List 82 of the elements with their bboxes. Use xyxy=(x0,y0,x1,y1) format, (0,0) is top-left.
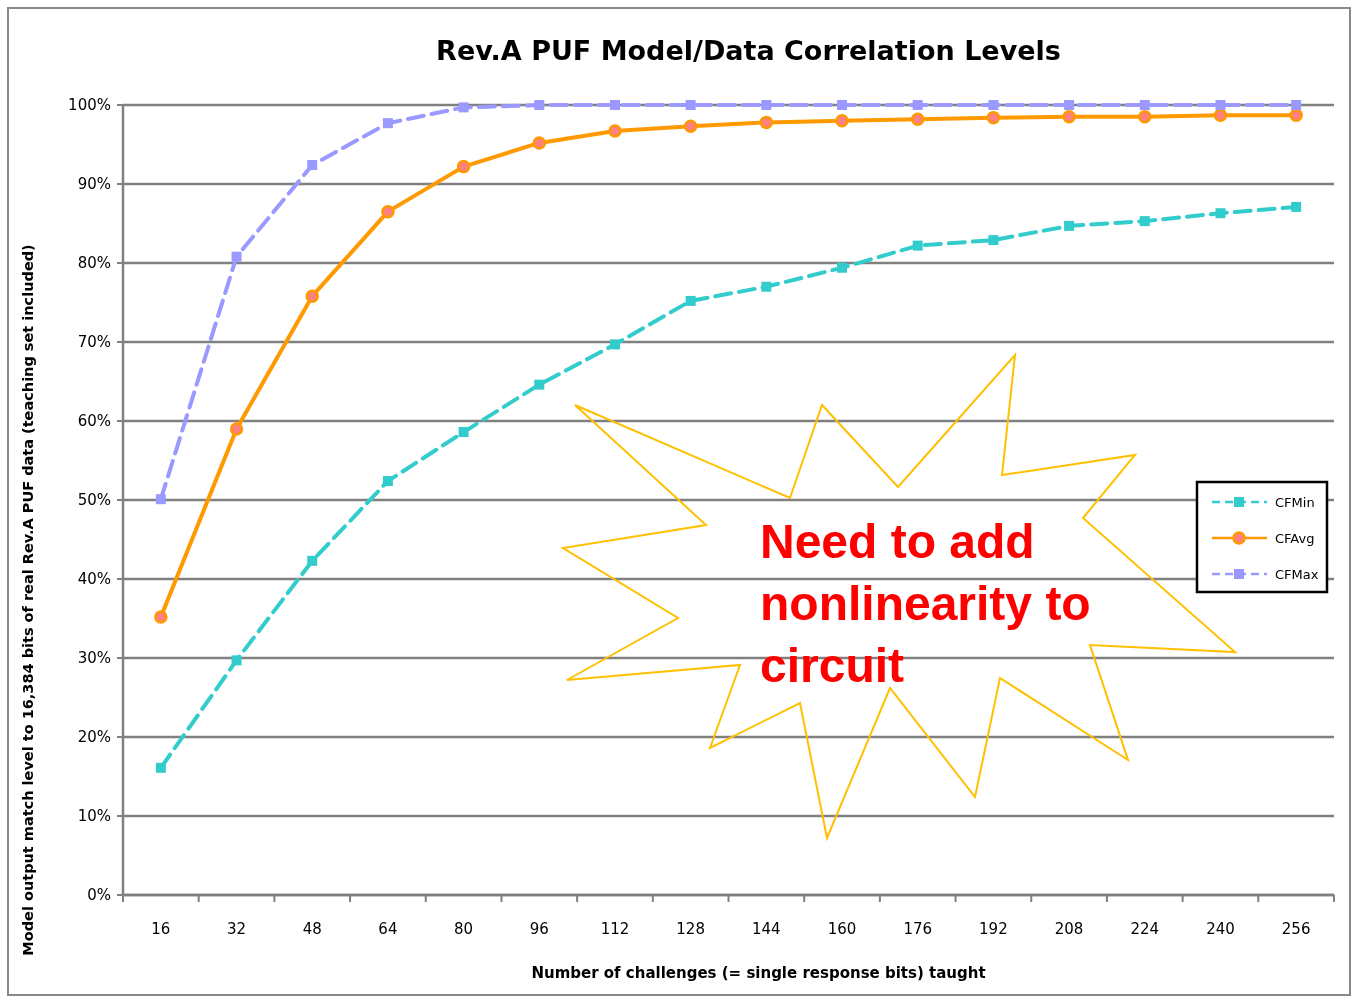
point xyxy=(231,251,242,262)
x-tick-label: 128 xyxy=(676,920,705,938)
point xyxy=(1215,100,1226,110)
y-axis-title: Model output match level to 16,384 bits of real Rev.A PUF data (teaching set included) xyxy=(20,244,36,956)
point xyxy=(1213,108,1228,123)
x-tick-label: 176 xyxy=(903,920,933,938)
point xyxy=(534,100,545,110)
point xyxy=(761,100,772,110)
y-tick-label: 90% xyxy=(77,175,111,194)
point xyxy=(382,476,393,487)
point xyxy=(761,281,772,292)
point xyxy=(685,100,696,110)
point xyxy=(381,204,395,219)
annotation: Need to add nonlinearity to circuit xyxy=(760,515,1091,692)
x-tick-label: 80 xyxy=(454,920,474,938)
x-tick-label: 256 xyxy=(1281,920,1311,938)
y-tick-label: 20% xyxy=(77,728,111,747)
x-tick-label: 16 xyxy=(151,920,171,938)
point xyxy=(912,240,923,251)
point xyxy=(456,159,471,174)
x-tick-label: 96 xyxy=(529,920,549,938)
point xyxy=(231,655,242,666)
point xyxy=(458,427,469,438)
point xyxy=(532,136,547,150)
y-tick-label: 10% xyxy=(77,807,111,826)
x-tick-label: 160 xyxy=(827,920,857,938)
point xyxy=(1064,100,1075,110)
point xyxy=(155,494,166,505)
x-tick-label: 240 xyxy=(1206,920,1235,938)
point xyxy=(910,112,925,126)
point xyxy=(683,119,698,134)
x-tick-label: 192 xyxy=(979,920,1008,938)
y-tick-label: 80% xyxy=(77,254,111,273)
x-tick-label: 48 xyxy=(302,920,322,938)
y-tick-label: 60% xyxy=(77,412,111,431)
x-tick-label: 32 xyxy=(226,920,247,938)
point xyxy=(986,110,1001,125)
x-axis-title: Number of challenges (= single response bits) taught xyxy=(531,964,986,982)
point xyxy=(154,610,168,624)
point xyxy=(1289,108,1303,123)
x-tick-label: 144 xyxy=(752,920,781,938)
point xyxy=(382,118,393,129)
x-tick-label: 64 xyxy=(378,920,398,938)
point xyxy=(307,160,318,171)
point xyxy=(534,379,545,390)
point xyxy=(1139,100,1150,110)
y-tick-label: 30% xyxy=(77,649,111,668)
point xyxy=(835,114,849,128)
point xyxy=(609,339,620,350)
point xyxy=(1064,220,1075,231)
point xyxy=(1062,110,1076,124)
point xyxy=(608,124,622,138)
point xyxy=(685,295,696,306)
point xyxy=(458,102,469,113)
y-tick-label: 0% xyxy=(87,886,111,905)
point xyxy=(307,555,318,566)
x-tick-label: 224 xyxy=(1130,920,1160,938)
point xyxy=(988,100,999,110)
point xyxy=(609,100,620,110)
point xyxy=(1215,208,1226,219)
y-tick-label: 70% xyxy=(77,333,111,352)
y-tick-label: 40% xyxy=(77,570,111,589)
point xyxy=(305,289,319,303)
legend-label: CFAvg xyxy=(1275,530,1315,546)
y-tick-label: 50% xyxy=(77,491,111,510)
x-tick-label: 112 xyxy=(600,920,630,938)
legend-label: CFMin xyxy=(1275,494,1315,510)
point xyxy=(759,115,774,130)
point xyxy=(155,762,166,773)
legend-label: CFMax xyxy=(1275,566,1319,582)
point xyxy=(229,422,244,436)
point xyxy=(837,262,848,273)
point xyxy=(1139,216,1150,227)
point xyxy=(912,100,923,110)
chart-title: Rev.A PUF Model/Data Correlation Levels xyxy=(436,35,1061,66)
point xyxy=(1291,100,1302,110)
point xyxy=(837,100,848,110)
point xyxy=(988,235,999,246)
point xyxy=(1138,110,1152,124)
point xyxy=(1291,201,1302,212)
y-tick-label: 100% xyxy=(68,96,111,115)
x-tick-label: 208 xyxy=(1054,920,1084,938)
